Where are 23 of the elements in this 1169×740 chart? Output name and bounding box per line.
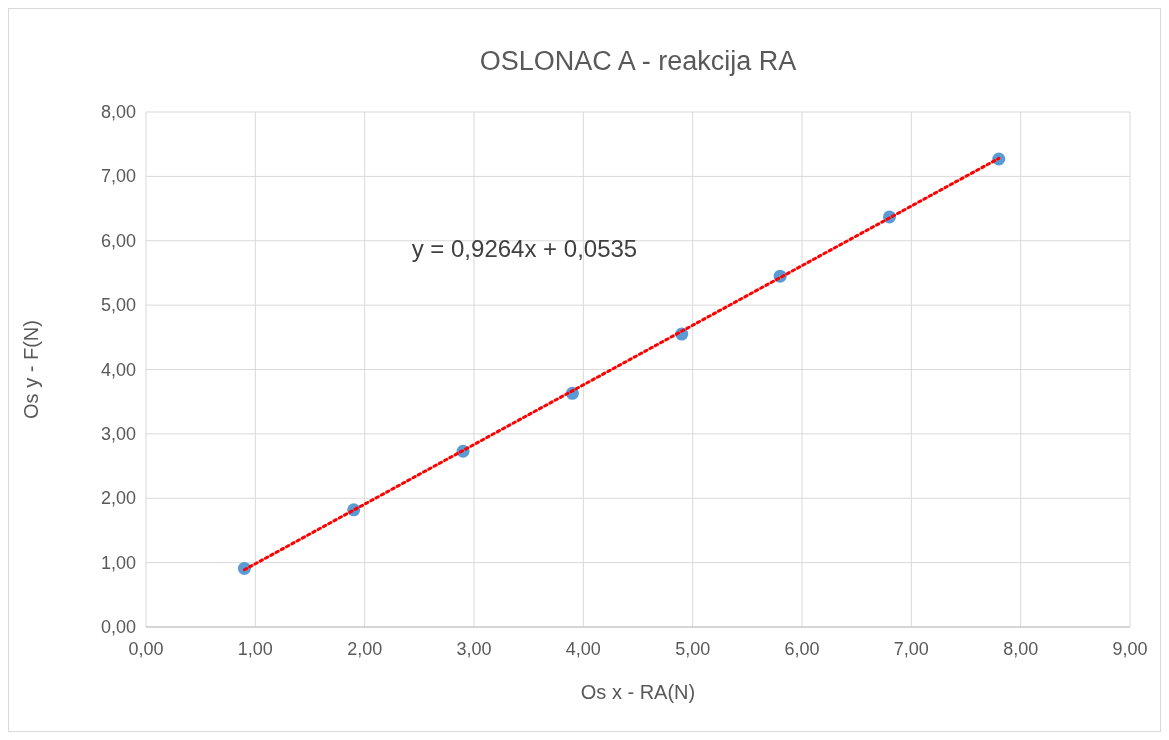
- y-tick-label: 1,00: [100, 552, 136, 573]
- x-tick-label: 3,00: [456, 639, 492, 659]
- x-tick-label: 9,00: [1112, 639, 1148, 659]
- annotation: y = 0,9264x + 0,0535: [411, 234, 638, 262]
- y-tick-label: 8,00: [100, 102, 136, 122]
- y-tick-label: 2,00: [100, 488, 136, 509]
- y-tick-label: 6,00: [100, 230, 136, 251]
- y-tick-label: 5,00: [100, 295, 136, 316]
- x-tick-label: 2,00: [347, 639, 383, 659]
- x-tick-label: 0,00: [128, 639, 164, 659]
- x-tick-label: 1,00: [237, 639, 273, 659]
- x-tick-label: 5,00: [675, 639, 711, 659]
- x-tick-label: 7,00: [893, 639, 929, 659]
- y-tick-label: 7,00: [100, 166, 136, 187]
- chart-title: OSLONAC A - reakcija RA: [479, 46, 797, 76]
- y-axis-title: Os y - F(N): [20, 320, 42, 419]
- x-tick-label: 4,00: [565, 639, 601, 659]
- x-axis-title: Os x - RA(N): [580, 681, 696, 703]
- x-tick-label: 6,00: [784, 639, 820, 659]
- y-tick-label: 4,00: [100, 359, 136, 380]
- y-tick-label: 3,00: [100, 423, 136, 444]
- y-tick-label: 0,00: [100, 617, 136, 637]
- x-tick-label: 8,00: [1003, 639, 1039, 659]
